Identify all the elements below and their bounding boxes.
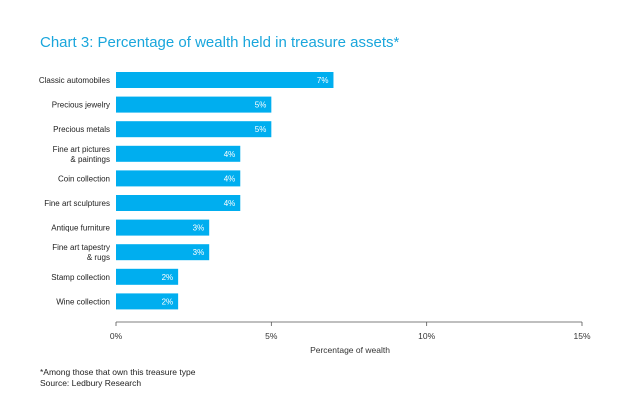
bar (116, 170, 241, 187)
category-label: Precious jewelry (52, 101, 110, 110)
bars-group: 7% Classic automobiles 5% Precious jewelry 5… (39, 72, 334, 310)
category-label: & rugs (87, 253, 110, 262)
category-label: Fine art tapestry (52, 243, 110, 252)
bar-value-label: 2% (162, 297, 174, 306)
x-tick-label: 15% (573, 331, 590, 341)
bar (116, 219, 210, 236)
category-label: Fine art pictures (53, 145, 110, 154)
footnotes: *Among those that own this treasure type… (40, 367, 195, 389)
category-label: Fine art sculptures (44, 199, 110, 208)
x-tick-label: 10% (418, 331, 435, 341)
category-label: Stamp collection (51, 273, 110, 282)
bar (116, 268, 179, 285)
bar (116, 72, 334, 88)
x-tick-label: 5% (265, 331, 278, 341)
footnote-note: *Among those that own this treasure type (40, 367, 196, 377)
category-label: Wine collection (56, 297, 110, 306)
bar-value-label: 3% (193, 248, 205, 257)
bar-value-label: 5% (255, 125, 267, 134)
source-note: Source: Ledbury Research (40, 378, 142, 388)
bar-value-label: 4% (224, 150, 236, 159)
category-label: Classic automobiles (39, 76, 110, 85)
category-label: Precious metals (53, 125, 110, 134)
bar (116, 121, 272, 138)
bar (116, 244, 210, 261)
bar-value-label: 4% (224, 199, 236, 208)
bar (116, 145, 241, 162)
bar-value-label: 4% (224, 174, 236, 183)
bar-value-label: 5% (255, 101, 267, 110)
category-label: Coin collection (58, 174, 110, 183)
x-axis-label: Percentage of wealth (310, 345, 390, 355)
bar (116, 293, 179, 310)
x-axis: 0% 5% 10% 15% (110, 321, 591, 341)
bar-value-label: 3% (193, 224, 205, 233)
bar (116, 96, 272, 113)
x-tick-label: 0% (110, 331, 123, 341)
category-label: & paintings (70, 155, 110, 164)
chart-title: Chart 3: Percentage of wealth held in tr… (40, 34, 400, 51)
bar (116, 195, 241, 211)
bar-value-label: 7% (317, 76, 329, 85)
category-label: Antique furniture (51, 224, 110, 233)
bar-value-label: 2% (162, 273, 174, 282)
